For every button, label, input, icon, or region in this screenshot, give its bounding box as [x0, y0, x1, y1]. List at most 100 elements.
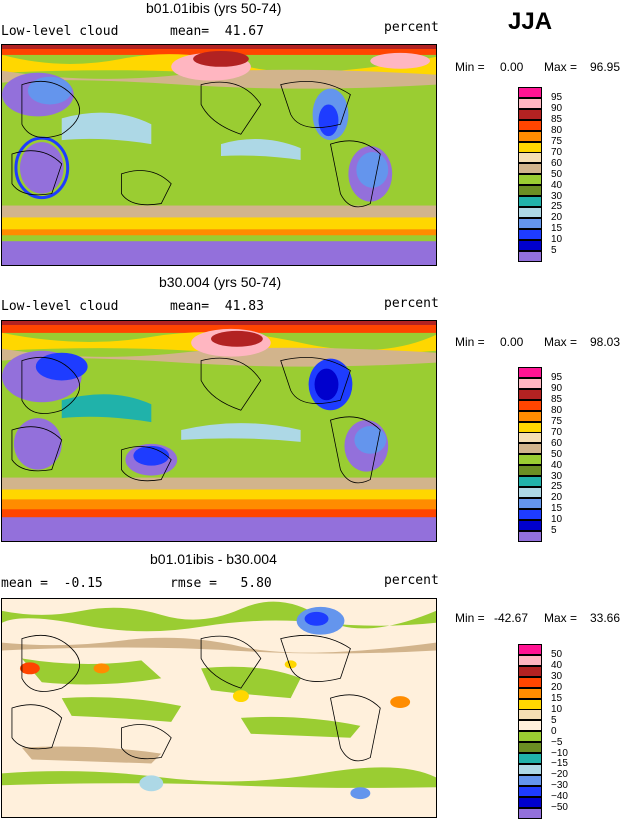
legend-label: −50 [551, 802, 568, 813]
panel-1-max-value: 96.95 [590, 60, 621, 74]
panel-2-max-label: Max = [544, 335, 578, 349]
legend-label: 25 [551, 201, 563, 213]
legend-label: 20 [551, 682, 563, 694]
legend-label: −20 [551, 769, 568, 781]
legend-label: 90 [551, 103, 563, 115]
panel-3-map-graphic [2, 599, 436, 817]
legend-swatch [518, 152, 542, 164]
legend-swatch [518, 654, 542, 666]
legend-swatch [518, 196, 542, 207]
legend-swatch [518, 687, 542, 699]
panel-2-min-label: Min = [455, 335, 485, 349]
panel-2-min-value: 0.00 [500, 335, 524, 349]
legend-swatch [518, 388, 542, 400]
legend-label: 75 [551, 136, 563, 147]
legend-swatch [518, 519, 542, 531]
legend-swatch [518, 141, 542, 153]
legend-label: 40 [551, 660, 563, 672]
legend-swatch [518, 239, 542, 251]
legend-label: 50 [551, 168, 563, 180]
legend-swatch [518, 87, 542, 98]
legend-swatch [518, 410, 542, 422]
panel-1-map-graphic [2, 45, 436, 265]
legend-label: 60 [551, 437, 563, 449]
legend-swatch [518, 720, 542, 732]
panel-1-min-value: 0.00 [500, 60, 524, 74]
panel-1-variable-label: Low-level cloud [1, 24, 119, 39]
legend-label: 30 [551, 671, 563, 683]
legend-swatch [518, 432, 542, 444]
legend-label: 10 [551, 514, 563, 526]
legend-swatch [518, 97, 542, 109]
legend-swatch [518, 163, 542, 175]
legend-label: 40 [551, 459, 563, 471]
legend-label: 0 [551, 725, 557, 737]
panel-3-max-label: Max = [544, 611, 578, 625]
legend-label: 75 [551, 416, 563, 427]
panel-2-units-label: percent [384, 296, 439, 311]
legend-label: 95 [551, 372, 563, 384]
legend-label: −15 [551, 758, 568, 770]
legend-swatch [518, 698, 542, 710]
legend-swatch [518, 465, 542, 477]
panel-3-mean-label: mean = -0.15 [1, 576, 103, 591]
legend-swatch [518, 443, 542, 455]
panel-1-title: b01.01ibis (yrs 50-74) [146, 0, 282, 16]
legend-swatch [518, 367, 542, 378]
legend-label: 15 [551, 223, 563, 235]
legend-swatch [518, 399, 542, 411]
panel-2-map [1, 320, 437, 542]
legend-swatch [518, 454, 542, 466]
legend-label: 15 [551, 503, 563, 515]
season-label: JJA [508, 8, 553, 35]
legend-label: 5 [551, 525, 557, 536]
legend-label: 10 [551, 234, 563, 246]
legend-label: 95 [551, 92, 563, 104]
legend-label: 20 [551, 492, 563, 504]
panel-3-title: b01.01ibis - b30.004 [150, 551, 277, 567]
panel-3-units-label: percent [384, 573, 439, 588]
legend-label: 40 [551, 179, 563, 191]
panel-2-map-graphic [2, 321, 436, 541]
panel-1-mean-label: mean= 41.67 [170, 24, 264, 39]
panel-3-rmse-label: rmse = 5.80 [170, 576, 272, 591]
legend-label: 90 [551, 383, 563, 395]
legend-label: 5 [551, 714, 557, 726]
legend-swatch [518, 476, 542, 487]
panel-1-min-label: Min = [455, 60, 485, 74]
legend-label: 60 [551, 157, 563, 169]
legend-label: −30 [551, 780, 568, 792]
legend-label: 5 [551, 245, 557, 256]
panel-3-min-value: -42.67 [494, 611, 529, 625]
legend-swatch [518, 174, 542, 186]
panel-3-map [1, 598, 437, 818]
legend-swatch [518, 644, 542, 655]
legend-label: 50 [551, 649, 563, 661]
legend-swatch [518, 774, 542, 786]
legend-label: 25 [551, 481, 563, 493]
legend-swatch [518, 742, 542, 754]
panel-3-min-label: Min = [455, 611, 485, 625]
legend-swatch [518, 486, 542, 498]
panel-2-max-value: 98.03 [590, 335, 621, 349]
panel-1-units-label: percent [384, 20, 439, 35]
legend-label: 70 [551, 426, 563, 438]
legend-swatch [518, 731, 542, 743]
legend-swatch [518, 377, 542, 389]
panel-3-max-value: 33.66 [590, 611, 621, 625]
legend-swatch [518, 785, 542, 797]
legend-swatch [518, 130, 542, 142]
legend-label: −40 [551, 791, 568, 803]
panel-2-variable-label: Low-level cloud [1, 299, 119, 314]
legend-swatch [518, 530, 542, 542]
legend-label: 30 [551, 190, 563, 202]
legend-swatch [518, 228, 542, 240]
legend-label: 85 [551, 394, 563, 406]
legend-label: 50 [551, 448, 563, 460]
legend-swatch [518, 185, 542, 197]
legend-label: 70 [551, 146, 563, 158]
legend-label: 20 [551, 212, 563, 224]
legend-label: 80 [551, 405, 563, 417]
legend-label: 85 [551, 114, 563, 126]
panel-1-max-label: Max = [544, 60, 578, 74]
